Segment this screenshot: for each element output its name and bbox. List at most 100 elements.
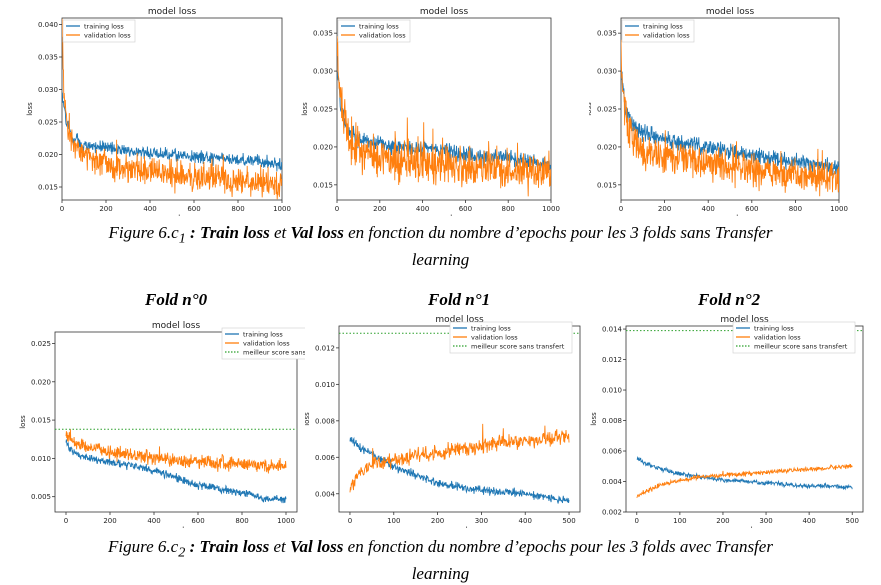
y-axis-label: loss [26, 102, 34, 116]
series-training-loss [62, 92, 282, 172]
x-tick-label: 400 [702, 205, 715, 213]
series-validation-loss [65, 429, 287, 474]
x-tick-label: 0 [619, 205, 623, 213]
y-tick-label: 0.020 [313, 143, 333, 151]
legend-label: validation loss [84, 32, 131, 40]
series-validation-loss [337, 36, 551, 197]
legend-box [62, 19, 136, 43]
x-tick-label: 1000 [542, 205, 560, 213]
y-tick-label: 0.014 [602, 326, 623, 334]
legend-label: training loss [84, 23, 124, 31]
y-tick-label: 0.025 [313, 106, 333, 114]
x-tick-label: 800 [789, 205, 802, 213]
y-tick-label: 0.010 [31, 455, 51, 463]
y-tick-label: 0.035 [38, 54, 58, 62]
figure-caption-bottom: Figure 6.c2 : Train loss et Val loss en … [108, 537, 773, 584]
legend-box [337, 19, 411, 43]
chart-fold0-transfer: model loss 0 200 400 600 800 1000 0.005 0.010 0.0… [19, 321, 305, 528]
legend-label: training loss [754, 325, 794, 333]
chart-fold1-transfer: model loss 0 100 200 300 400 500 0.004 0.006 0.00… [305, 315, 581, 528]
legend-label: validation loss [243, 340, 290, 348]
y-tick-label: 0.025 [31, 340, 51, 348]
x-tick-label: 300 [475, 517, 488, 525]
y-tick-label: 0.015 [313, 181, 333, 189]
y-axis-label: loss [590, 412, 598, 426]
legend-label: validation loss [359, 32, 406, 40]
y-tick-label: 0.006 [602, 448, 623, 456]
x-tick-label: 300 [759, 517, 772, 525]
y-tick-label: 0.002 [602, 509, 622, 517]
chart-title: model loss [720, 315, 769, 325]
y-tick-label: 0.030 [597, 68, 617, 76]
chart-fold0-no-transfer: model loss 0 200 400 600 800 1000 0.015 0.020 0.0… [26, 7, 291, 216]
x-tick-label: 500 [846, 517, 859, 525]
x-axis-label: epoch [165, 526, 186, 528]
y-tick-label: 0.020 [38, 151, 58, 159]
y-tick-label: 0.020 [597, 143, 617, 151]
chart-title: model loss [435, 315, 484, 325]
x-tick-label: 800 [231, 205, 244, 213]
x-axis-label: epoch [161, 214, 182, 216]
fold-title-0: Fold n°0 [145, 290, 208, 309]
x-axis-label: epoch [734, 526, 755, 528]
chart-fold1-no-transfer: model loss 0 200 400 600 800 1000 0.015 0.020 0.0… [301, 7, 560, 216]
x-tick-label: 500 [562, 517, 575, 525]
y-tick-label: 0.040 [38, 21, 58, 29]
x-tick-label: 0 [60, 205, 64, 213]
y-tick-label: 0.025 [38, 119, 58, 127]
x-tick-label: 400 [416, 205, 429, 213]
x-axis-label: epoch [433, 214, 454, 216]
legend-label: validation loss [471, 334, 518, 342]
fold-title-1: Fold n°1 [428, 290, 491, 309]
y-tick-label: 0.006 [315, 454, 336, 462]
figure-caption-top: Figure 6.c1 : Train loss et Val loss en … [108, 223, 773, 270]
y-tick-label: 0.012 [315, 344, 335, 352]
y-tick-label: 0.015 [597, 181, 617, 189]
y-tick-label: 0.015 [31, 417, 51, 425]
x-tick-label: 0 [635, 517, 639, 525]
plot-frame [61, 17, 283, 201]
legend-label: training loss [471, 325, 511, 333]
y-tick-label: 0.004 [315, 490, 336, 498]
series-validation-loss [636, 463, 853, 498]
y-tick-label: 0.010 [602, 387, 622, 395]
x-tick-label: 0 [348, 517, 352, 525]
y-tick-label: 0.010 [315, 381, 335, 389]
chart-title: model loss [152, 321, 201, 331]
y-axis-label: loss [301, 102, 309, 116]
legend-box [732, 321, 856, 354]
x-tick-label: 0 [335, 205, 339, 213]
legend-box [449, 321, 573, 354]
legend-label: training loss [243, 331, 283, 339]
legend-label: meilleur score sans transfert [243, 349, 305, 357]
x-tick-label: 0 [64, 517, 68, 525]
legend-label: training loss [359, 23, 399, 31]
chart-title: model loss [706, 7, 755, 17]
series-training-loss [621, 71, 839, 177]
x-tick-label: 400 [519, 517, 532, 525]
x-tick-label: 100 [387, 517, 400, 525]
x-tick-label: 600 [745, 205, 758, 213]
x-axis-label: epoch [449, 526, 470, 528]
x-tick-label: 800 [235, 517, 248, 525]
y-tick-label: 0.008 [602, 417, 622, 425]
y-tick-label: 0.012 [602, 356, 622, 364]
y-tick-label: 0.035 [313, 30, 333, 38]
plot-frame [625, 325, 864, 513]
y-tick-label: 0.025 [597, 106, 617, 114]
y-tick-label: 0.008 [315, 417, 335, 425]
x-tick-label: 400 [802, 517, 815, 525]
x-tick-label: 100 [673, 517, 686, 525]
series-validation-loss [349, 423, 570, 493]
x-tick-label: 200 [373, 205, 386, 213]
legend-label: meilleur score sans transfert [754, 343, 848, 351]
series-training-loss [349, 436, 570, 504]
chart-fold2-transfer: model loss 0 100 200 300 400 500 0.002 0.004 0.00… [590, 315, 864, 528]
x-tick-label: 200 [103, 517, 116, 525]
x-tick-label: 200 [716, 517, 729, 525]
y-tick-label: 0.030 [38, 86, 58, 94]
